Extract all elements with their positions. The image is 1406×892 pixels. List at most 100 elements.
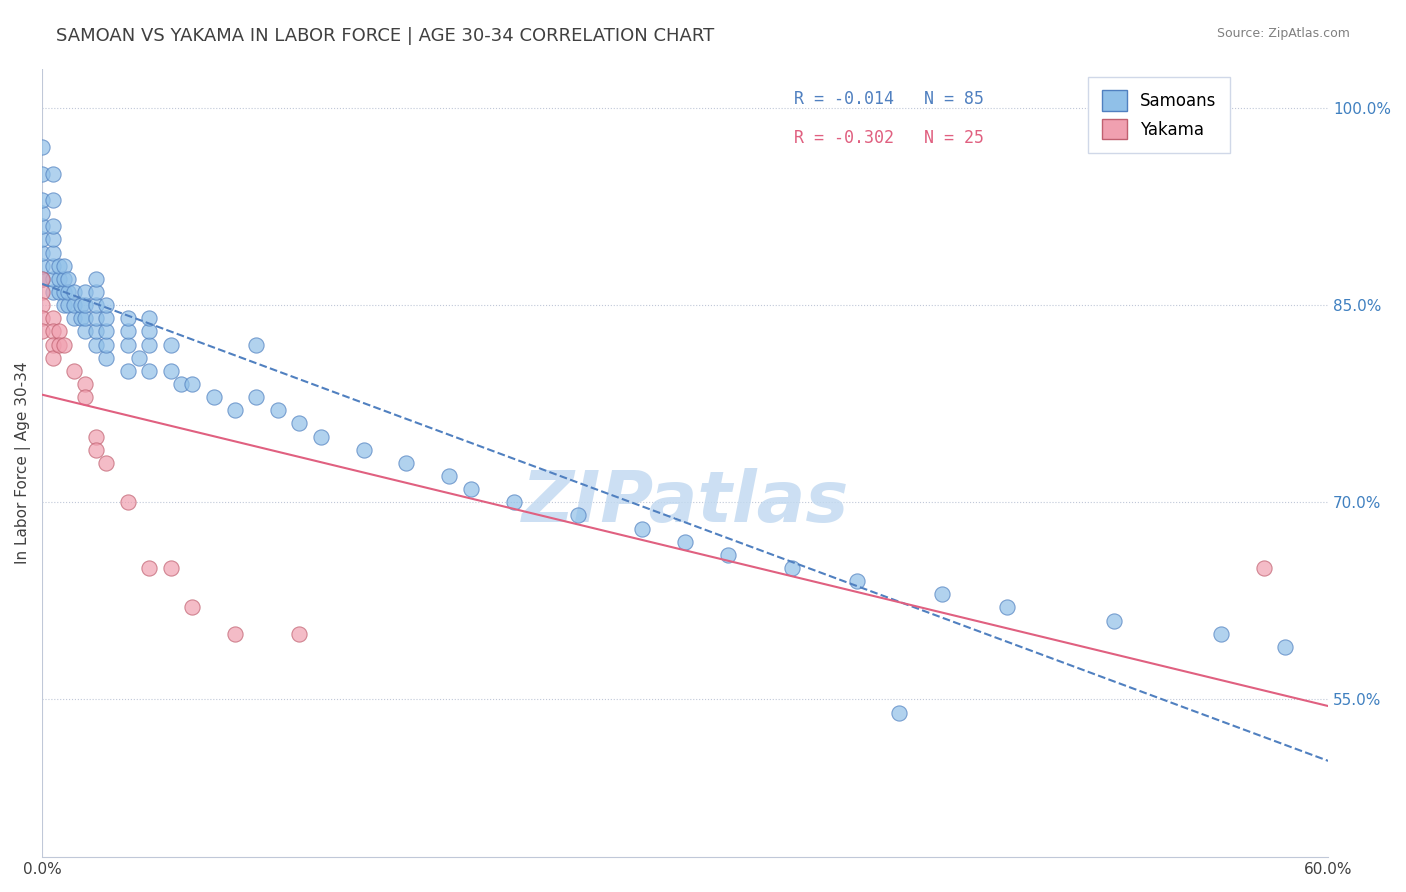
Text: ZIPatlas: ZIPatlas: [522, 467, 849, 537]
Point: [42, 167, 65, 181]
Point: [995, 600, 1018, 615]
Point: [73, 311, 96, 326]
Point: [84, 442, 107, 457]
Point: [117, 311, 139, 326]
Point: [73, 298, 96, 312]
Point: [138, 337, 160, 351]
Point: [31, 245, 53, 260]
Point: [84, 285, 107, 299]
Point: [52, 337, 75, 351]
Point: [84, 337, 107, 351]
Point: [1253, 561, 1275, 575]
Point: [31, 272, 53, 286]
Point: [42, 351, 65, 365]
Point: [181, 376, 204, 391]
Point: [170, 376, 193, 391]
Point: [31, 311, 53, 326]
Point: [31, 167, 53, 181]
Point: [84, 311, 107, 326]
Point: [63, 285, 86, 299]
Point: [31, 272, 53, 286]
Point: [48, 259, 70, 273]
Point: [288, 626, 311, 640]
Point: [202, 390, 225, 404]
Point: [56, 285, 79, 299]
Point: [96, 298, 118, 312]
Text: SAMOAN VS YAKAMA IN LABOR FORCE | AGE 30-34 CORRELATION CHART: SAMOAN VS YAKAMA IN LABOR FORCE | AGE 30…: [56, 27, 714, 45]
Point: [42, 285, 65, 299]
Point: [52, 285, 75, 299]
Point: [31, 272, 53, 286]
Point: [42, 337, 65, 351]
Text: Source: ZipAtlas.com: Source: ZipAtlas.com: [1216, 27, 1350, 40]
Point: [502, 495, 524, 509]
Point: [138, 364, 160, 378]
Point: [42, 232, 65, 246]
Point: [1274, 640, 1296, 654]
Point: [31, 259, 53, 273]
Point: [845, 574, 868, 588]
Point: [63, 311, 86, 326]
Legend: Samoans, Yakama: Samoans, Yakama: [1088, 77, 1230, 153]
Point: [42, 245, 65, 260]
Point: [181, 600, 204, 615]
Point: [96, 456, 118, 470]
Point: [267, 403, 290, 417]
Point: [56, 298, 79, 312]
Point: [56, 272, 79, 286]
Point: [42, 193, 65, 207]
Point: [159, 364, 181, 378]
Point: [782, 561, 804, 575]
Point: [73, 376, 96, 391]
Text: R = -0.302   N = 25: R = -0.302 N = 25: [794, 129, 984, 147]
Point: [117, 495, 139, 509]
Text: R = -0.014   N = 85: R = -0.014 N = 85: [794, 90, 984, 108]
Point: [138, 325, 160, 339]
Point: [96, 337, 118, 351]
Point: [224, 626, 246, 640]
Point: [31, 206, 53, 220]
Point: [69, 311, 91, 326]
Point: [439, 469, 461, 483]
Point: [117, 325, 139, 339]
Point: [84, 325, 107, 339]
Point: [309, 429, 332, 443]
Point: [42, 272, 65, 286]
Point: [48, 285, 70, 299]
Point: [717, 548, 740, 562]
Point: [73, 390, 96, 404]
Point: [48, 272, 70, 286]
Point: [117, 364, 139, 378]
Point: [73, 285, 96, 299]
Point: [288, 417, 311, 431]
Point: [1209, 626, 1232, 640]
Point: [52, 298, 75, 312]
Point: [48, 325, 70, 339]
Point: [73, 325, 96, 339]
Point: [1102, 614, 1125, 628]
Point: [42, 259, 65, 273]
Point: [128, 351, 150, 365]
Point: [889, 706, 911, 720]
Point: [245, 337, 267, 351]
Point: [245, 390, 267, 404]
Point: [395, 456, 418, 470]
Point: [631, 522, 654, 536]
Point: [567, 508, 589, 523]
Point: [31, 325, 53, 339]
Point: [460, 482, 482, 496]
Point: [52, 259, 75, 273]
Point: [84, 429, 107, 443]
Point: [42, 325, 65, 339]
Point: [48, 337, 70, 351]
Point: [69, 298, 91, 312]
Point: [63, 298, 86, 312]
Point: [673, 534, 696, 549]
Point: [31, 285, 53, 299]
Point: [84, 272, 107, 286]
Point: [31, 298, 53, 312]
Point: [42, 219, 65, 234]
Point: [31, 219, 53, 234]
Point: [159, 561, 181, 575]
Point: [84, 298, 107, 312]
